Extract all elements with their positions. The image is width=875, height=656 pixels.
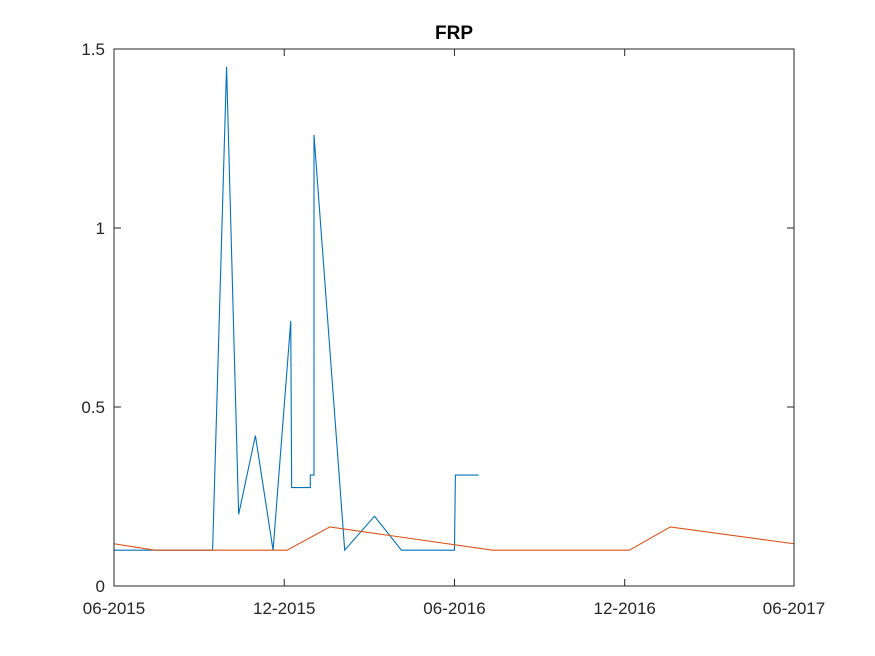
- series-layer: [113, 66, 795, 552]
- y-tick-label: 0.5: [81, 398, 105, 417]
- x-tick-label: 06-2017: [763, 599, 825, 618]
- chart-title: FRP: [435, 23, 473, 44]
- series-line-2: [113, 526, 795, 551]
- x-tick-label: 06-2015: [83, 599, 145, 618]
- x-tick-label: 12-2015: [253, 599, 315, 618]
- y-tick-label: 0: [96, 577, 105, 596]
- y-tick-label: 1: [96, 219, 105, 238]
- x-tick-label: 06-2016: [423, 599, 485, 618]
- y-tick-label: 1.5: [81, 40, 105, 59]
- x-tick-label: 12-2016: [594, 599, 656, 618]
- plot-area: [114, 49, 794, 586]
- plot-background: [114, 49, 794, 586]
- axes-layer: 06-2015 12-2015 06-2016 12-2016 06-2017 0 0.5 1…: [81, 40, 825, 618]
